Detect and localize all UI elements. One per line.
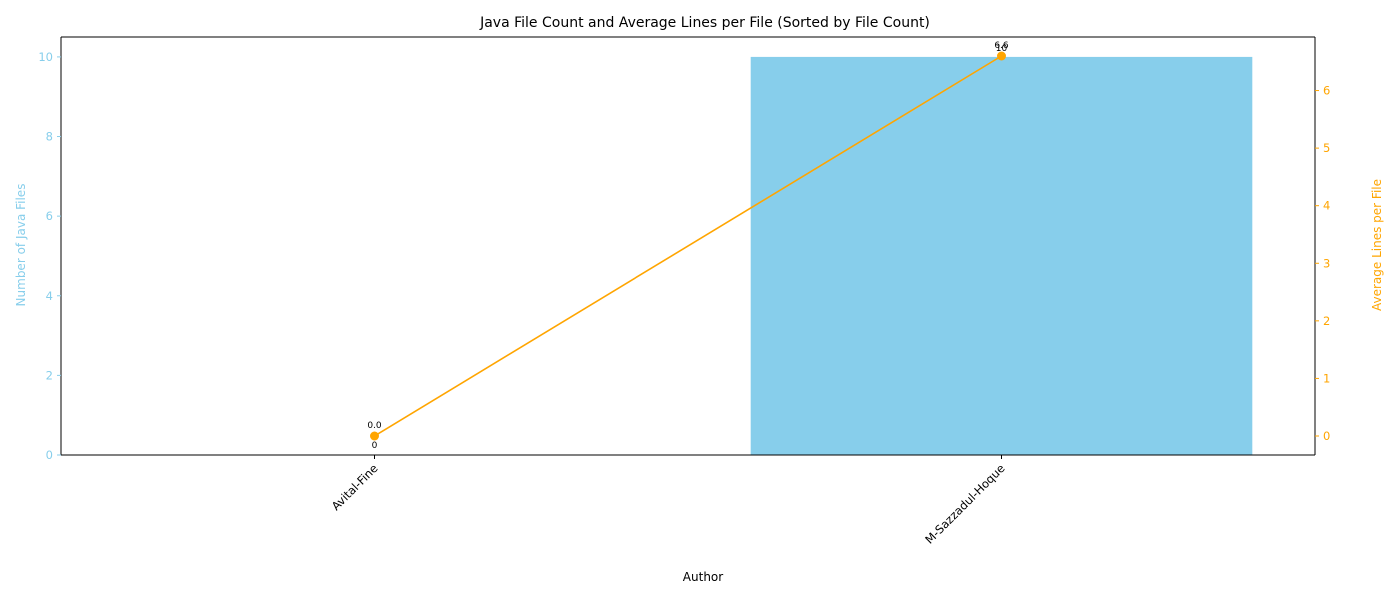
bar xyxy=(750,56,1253,456)
y-right-tick-label: 5 xyxy=(1323,141,1330,155)
x-tick-label: Avital-Fine xyxy=(329,461,381,513)
y-left-tick-label: 8 xyxy=(46,130,53,144)
y-axis-right-label: Average Lines per File xyxy=(1370,179,1384,311)
y-right-tick-label: 3 xyxy=(1323,256,1330,270)
y-left-tick-label: 10 xyxy=(38,50,53,64)
line-series xyxy=(370,51,1006,441)
y-left-tick-label: 6 xyxy=(46,209,53,223)
line-point xyxy=(370,431,379,441)
bar-series xyxy=(750,56,1253,456)
y-left-tick-label: 4 xyxy=(46,289,53,303)
line-value-label: 6.6 xyxy=(994,41,1009,51)
line-point xyxy=(997,51,1006,61)
y-right-tick-label: 4 xyxy=(1323,199,1330,213)
x-axis-label: Author xyxy=(683,570,723,584)
y-right-tick-label: 1 xyxy=(1323,371,1330,385)
y-left-tick-label: 0 xyxy=(46,448,53,462)
y-right-tick-label: 0 xyxy=(1323,429,1330,443)
bar-value-label: 0 xyxy=(372,441,378,451)
line-path xyxy=(374,55,1002,437)
y-right-tick-label: 6 xyxy=(1323,84,1330,98)
y-left-tick-label: 2 xyxy=(46,368,53,382)
x-tick-label: M-Sazzadul-Hoque xyxy=(922,461,1007,546)
chart-title: Java File Count and Average Lines per Fi… xyxy=(479,15,930,31)
bar-value-label: 10 xyxy=(996,44,1008,54)
y-right-tick-label: 2 xyxy=(1323,314,1330,328)
line-value-label: 0.0 xyxy=(367,421,382,431)
data-labels: 0 10 0.0 6.6 xyxy=(367,41,1009,451)
y-axis-left-label: Number of Java Files xyxy=(14,184,28,307)
